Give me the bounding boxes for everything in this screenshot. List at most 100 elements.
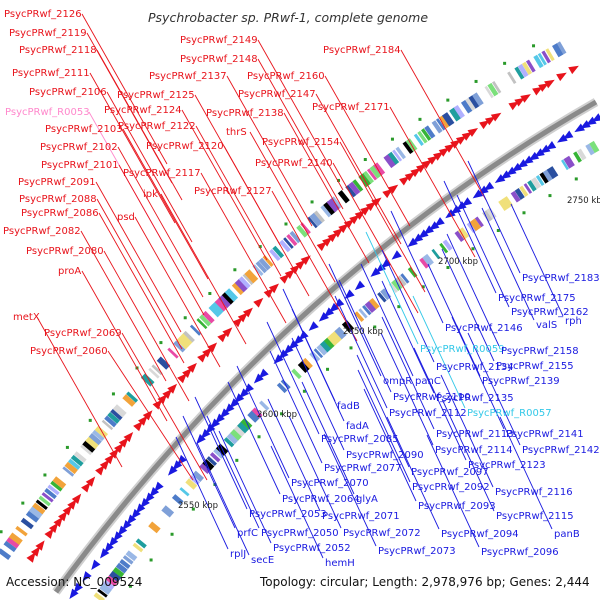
gene-band: [337, 190, 350, 204]
gene-band: [202, 310, 215, 324]
reverse-gene-arrow: [69, 588, 79, 600]
reverse-gene-arrow: [239, 388, 250, 399]
reverse-leader-line: [426, 434, 480, 548]
gene-band: [231, 282, 245, 296]
forward-leader-line: [315, 93, 402, 245]
forward-gene-arrow: [53, 516, 63, 528]
gene-band: [589, 140, 600, 154]
gene-band: [326, 198, 340, 213]
forward-gene-arrow: [99, 459, 110, 470]
rna-mark: [43, 473, 47, 477]
gene-band: [156, 356, 171, 370]
forward-gene-arrow: [538, 83, 549, 92]
gene-band: [523, 183, 533, 194]
gene-band: [345, 184, 357, 198]
forward-gene-arrow: [387, 184, 399, 194]
reverse-leader-line: [386, 416, 440, 530]
reverse-gene-label: ompR: [383, 376, 412, 387]
position-markers: 2550 kbp 2600 kbp 2650 kbp 2700 kbp 2750…: [178, 196, 600, 511]
forward-leader-line: [257, 39, 344, 191]
rna-mark: [310, 200, 314, 204]
reverse-gene-arrow: [144, 492, 155, 503]
forward-gene-arrow: [438, 147, 450, 157]
rna-mark: [548, 194, 552, 198]
gene-band: [491, 80, 502, 94]
reverse-gene-arrow: [224, 403, 235, 414]
forward-gene-arrow: [544, 79, 555, 89]
reverse-gene-label: PsycPRwf_2052: [273, 543, 351, 554]
gene-band: [99, 583, 112, 595]
reverse-gene-arrow: [244, 383, 254, 394]
map-title: Psychrobacter sp. PRwf-1, complete genom…: [148, 10, 428, 25]
gene-band: [112, 404, 127, 418]
reverse-gene-label: PsycPRwf_2094: [441, 529, 519, 540]
forward-gene-label: PsycPRwf_2124: [104, 105, 182, 116]
reverse-gene-arrow: [506, 166, 517, 176]
gene-band: [487, 82, 499, 97]
gene-band: [211, 301, 225, 315]
rna-mark: [257, 435, 261, 439]
gene-band: [44, 488, 57, 500]
reverse-gene-label: PsycPRwf_2146: [445, 323, 523, 334]
gene-band: [0, 548, 12, 560]
gene-band: [192, 470, 205, 483]
forward-gene-arrow: [461, 131, 473, 141]
gene-band: [576, 148, 587, 161]
forward-gene-arrow: [133, 421, 143, 432]
reverse-leader-line: [269, 350, 323, 464]
reverse-gene-label: PsycPRwf_2158: [501, 346, 579, 357]
genome-stats-text: Topology: circular; Length: 2,978,976 bp…: [259, 575, 590, 589]
rna-mark: [496, 229, 500, 233]
reverse-leader-line: [267, 398, 321, 512]
gene-band: [519, 185, 529, 197]
gene-band: [546, 166, 559, 179]
gene-band: [28, 505, 44, 519]
forward-gene-label: PsycPRwf_2117: [123, 168, 201, 179]
reverse-gene-arrow: [126, 514, 137, 525]
gene-band: [112, 566, 125, 578]
reverse-leader-line: [288, 415, 342, 529]
forward-leader-line: [118, 164, 205, 316]
forward-gene-arrow: [343, 219, 355, 229]
rna-mark: [284, 222, 288, 226]
rna-mark: [88, 418, 92, 422]
forward-leader-line: [226, 75, 313, 227]
forward-gene-arrow: [162, 388, 173, 400]
reverse-leader-line: [481, 207, 535, 321]
forward-gene-label: PsycPRwf_2125: [117, 90, 195, 101]
reverse-gene-label: prfC: [237, 528, 258, 539]
gene-band: [289, 230, 301, 244]
rna-mark: [471, 247, 475, 251]
gene-band: [47, 484, 60, 496]
gene-band: [38, 495, 51, 507]
forward-leader-line: [95, 181, 182, 333]
gene-bands: [0, 41, 600, 600]
reverse-gene-label: panB: [554, 529, 580, 540]
gene-band: [417, 130, 428, 144]
gene-band: [185, 478, 198, 490]
forward-gene-arrow: [532, 86, 543, 96]
gene-band: [320, 340, 332, 353]
reverse-gene-arrow: [483, 181, 495, 191]
forward-gene-label: PsycPRwf_2118: [19, 45, 97, 56]
gene-band: [498, 198, 509, 211]
gene-band: [109, 570, 122, 583]
forward-gene-arrow: [433, 151, 444, 161]
forward-leader-line: [96, 49, 183, 201]
forward-leader-line: [257, 58, 344, 210]
gene-band: [323, 337, 336, 349]
reverse-gene-label: PsycPRwf_2053: [249, 509, 327, 520]
reverse-leader-line: [441, 398, 495, 512]
reverse-leader-line: [196, 442, 250, 556]
gene-band: [545, 48, 555, 62]
forward-gene-arrow: [365, 201, 377, 212]
forward-gene-arrow: [421, 159, 433, 169]
reverse-gene-label: PsycPRwf_2162: [511, 307, 589, 318]
reverse-leader-line: [381, 280, 435, 394]
reverse-gene-label: PsycPRwf_2142: [522, 445, 600, 456]
gene-band: [199, 463, 211, 475]
gene-band: [537, 52, 547, 66]
reverse-gene-arrow: [418, 229, 429, 239]
reverse-gene-arrow: [423, 225, 434, 235]
gene-band: [291, 368, 302, 380]
